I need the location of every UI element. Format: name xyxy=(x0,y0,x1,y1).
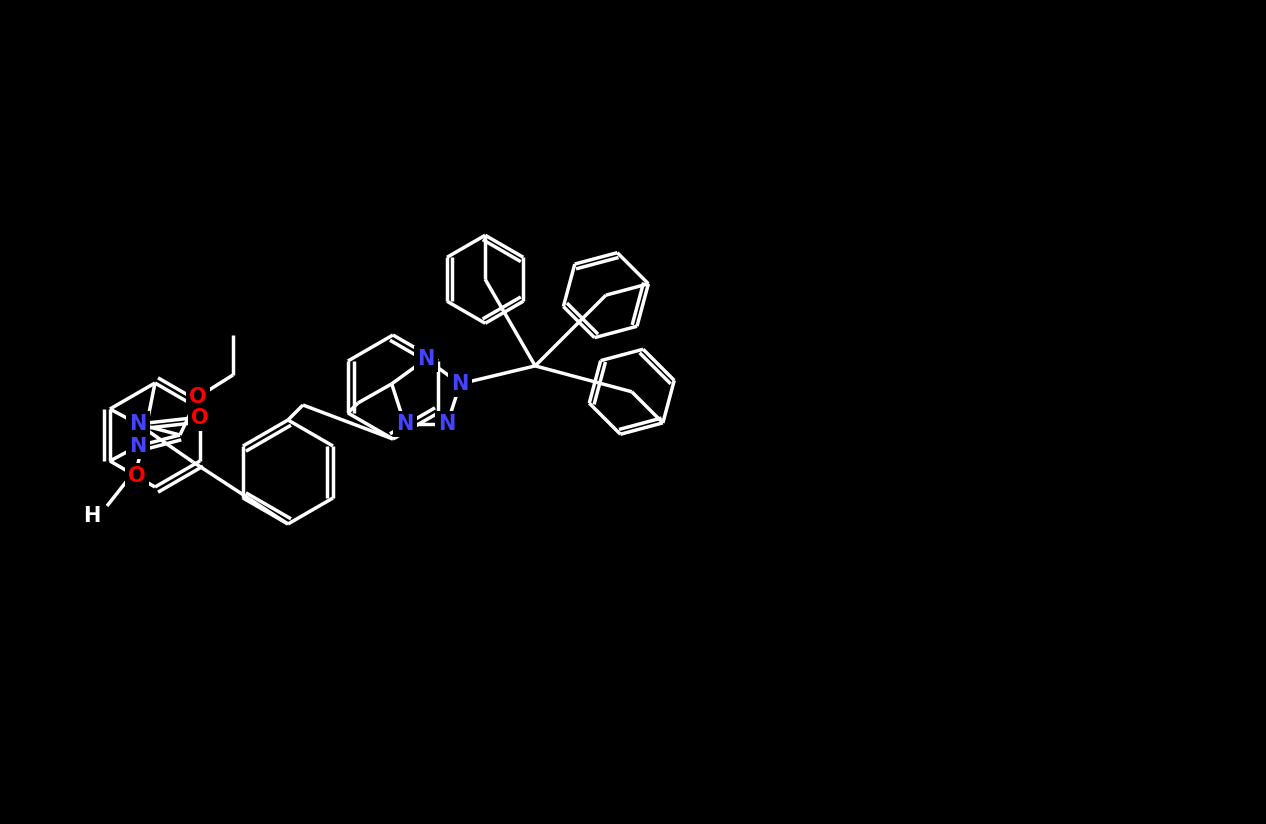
Text: O: O xyxy=(128,466,146,486)
Text: N: N xyxy=(418,349,434,369)
Text: N: N xyxy=(129,436,147,456)
Text: N: N xyxy=(438,414,456,434)
Text: H: H xyxy=(84,506,101,526)
Text: N: N xyxy=(396,414,414,434)
Text: O: O xyxy=(189,387,206,407)
Text: O: O xyxy=(191,408,209,428)
Text: N: N xyxy=(129,414,147,434)
Text: N: N xyxy=(452,374,468,394)
